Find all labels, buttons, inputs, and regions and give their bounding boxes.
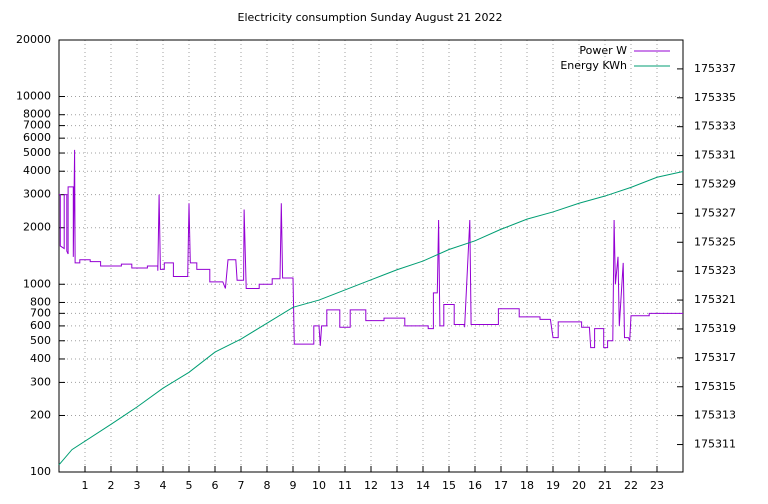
y-tick-label: 6000 (23, 131, 51, 144)
y-tick-label: 100 (30, 465, 51, 478)
y-tick-label: 3000 (23, 188, 51, 201)
x-tick-label: 6 (212, 479, 219, 492)
y2-tick-label: 175327 (694, 206, 736, 219)
y-tick-label: 300 (30, 375, 51, 388)
x-tick-label: 7 (238, 479, 245, 492)
y2-tick-label: 175311 (694, 438, 736, 451)
x-tick-label: 1 (82, 479, 89, 492)
x-tick-label: 16 (468, 479, 482, 492)
y2-tick-label: 175321 (694, 293, 736, 306)
y-tick-label: 500 (30, 334, 51, 347)
x-tick-label: 20 (572, 479, 586, 492)
x-tick-label: 4 (160, 479, 167, 492)
y-tick-label: 10000 (16, 90, 51, 103)
y-tick-label: 700 (30, 306, 51, 319)
y-tick-label: 8000 (23, 108, 51, 121)
x-tick-label: 23 (650, 479, 664, 492)
y-tick-label: 4000 (23, 164, 51, 177)
y-tick-label: 200 (30, 408, 51, 421)
x-tick-label: 10 (312, 479, 326, 492)
y2-tick-label: 175325 (694, 235, 736, 248)
x-tick-label: 2 (108, 479, 115, 492)
y2-tick-label: 175335 (694, 91, 736, 104)
y-tick-label: 1000 (23, 277, 51, 290)
y-tick-label: 600 (30, 319, 51, 332)
x-tick-label: 18 (520, 479, 534, 492)
y2-tick-label: 175317 (694, 351, 736, 364)
x-tick-label: 22 (624, 479, 638, 492)
y-tick-label: 2000 (23, 221, 51, 234)
y2-tick-label: 175329 (694, 177, 736, 190)
y2-tick-label: 175323 (694, 264, 736, 277)
chart-title: Electricity consumption Sunday August 21… (238, 11, 503, 24)
series-line (59, 149, 683, 349)
y-tick-label: 20000 (16, 33, 51, 46)
legend-label: Power W (579, 44, 627, 57)
y2-tick-label: 175319 (694, 322, 736, 335)
y2-tick-label: 175315 (694, 380, 736, 393)
y-tick-label: 400 (30, 352, 51, 365)
x-tick-label: 9 (290, 479, 297, 492)
x-tick-label: 15 (442, 479, 456, 492)
x-tick-label: 8 (264, 479, 271, 492)
legend-label: Energy KWh (560, 59, 627, 72)
y-tick-label: 7000 (23, 119, 51, 132)
y2-tick-label: 175337 (694, 62, 736, 75)
x-tick-label: 5 (186, 479, 193, 492)
x-tick-label: 13 (390, 479, 404, 492)
x-tick-label: 17 (494, 479, 508, 492)
plot-frame (58, 39, 684, 473)
x-tick-label: 19 (546, 479, 560, 492)
series-line (58, 170, 684, 466)
x-tick-label: 11 (338, 479, 352, 492)
y2-tick-label: 175333 (694, 120, 736, 133)
y-tick-label: 5000 (23, 146, 51, 159)
x-tick-label: 14 (416, 479, 430, 492)
y2-tick-label: 175331 (694, 149, 736, 162)
x-tick-label: 21 (598, 479, 612, 492)
x-tick-label: 12 (364, 479, 378, 492)
y-tick-label: 800 (30, 295, 51, 308)
y2-tick-label: 175313 (694, 409, 736, 422)
x-tick-label: 3 (134, 479, 141, 492)
